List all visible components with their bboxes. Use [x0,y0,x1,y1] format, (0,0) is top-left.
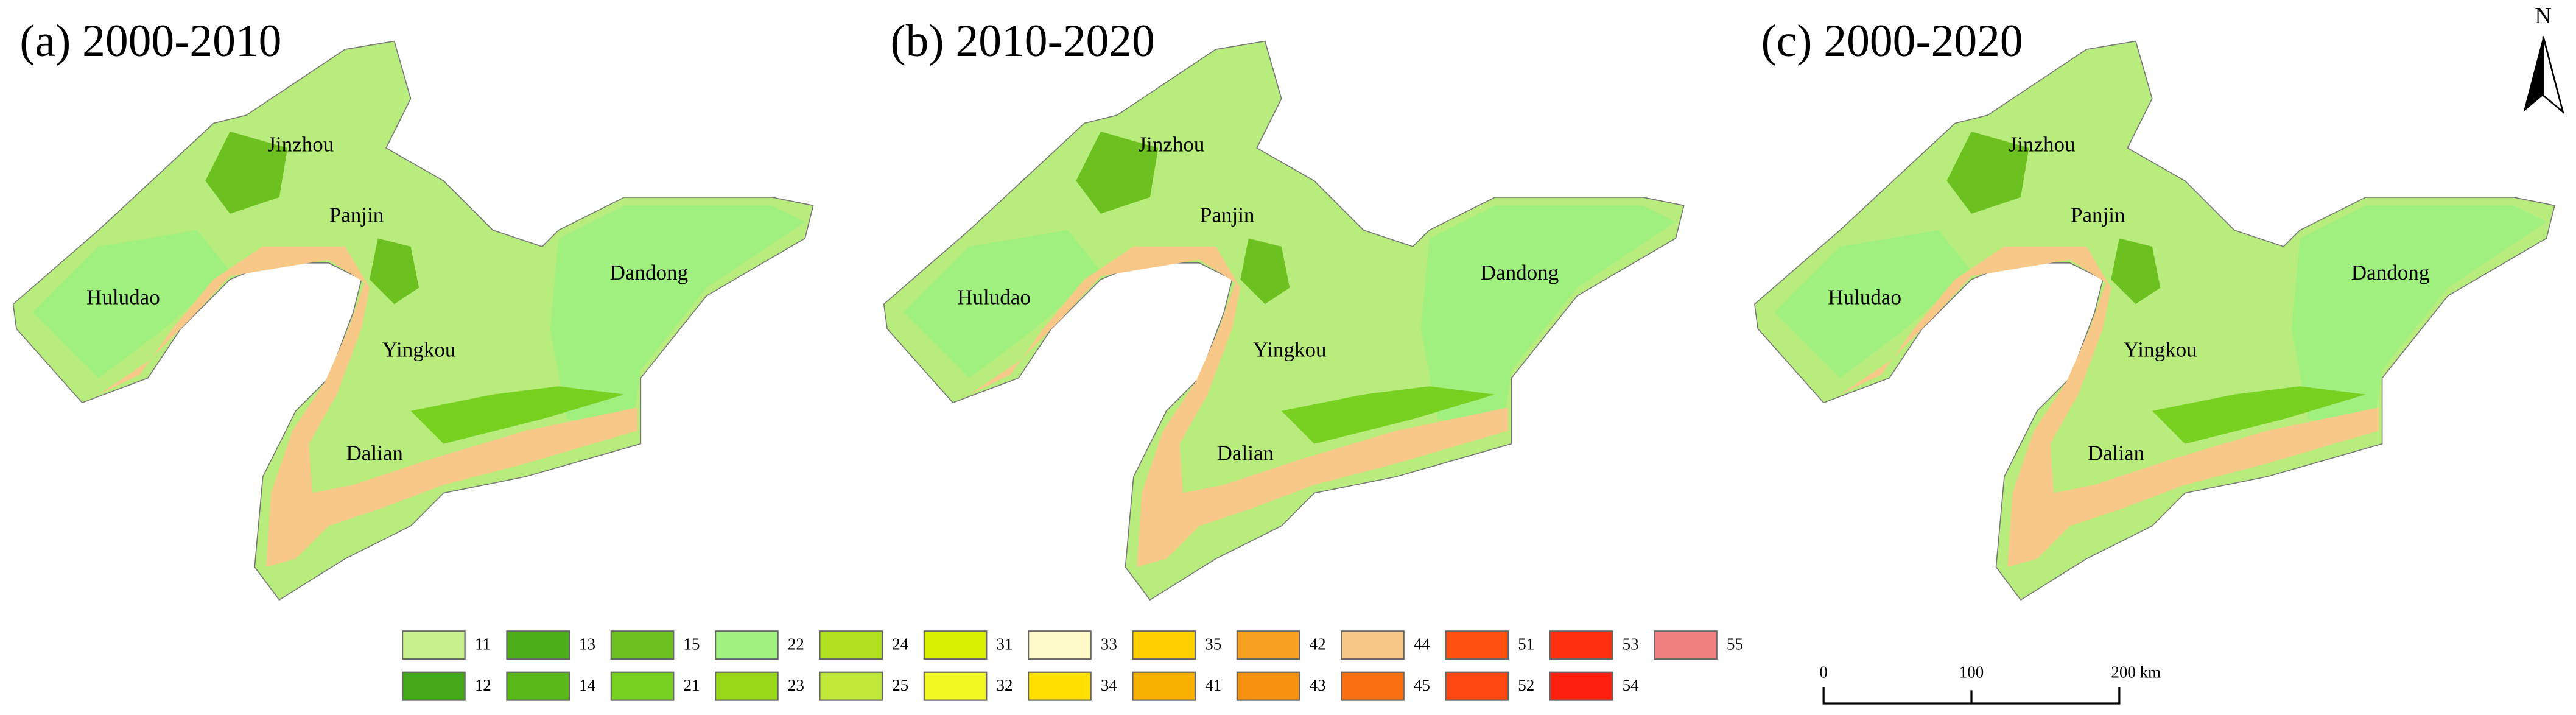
legend-swatch [923,671,988,701]
legend-swatch [610,671,675,701]
legend-swatch [819,630,883,660]
scale-label: 0 [1819,663,1827,682]
city-label: Yingkou [1253,338,1327,362]
north-arrow: N [2523,3,2564,114]
legend-swatch [1341,671,1405,701]
panel-title: (c) 2000-2020 [1761,16,2023,66]
city-label: Panjin [1200,203,1255,227]
legend-label: 42 [1310,635,1326,653]
scale-label: 200 km [2111,663,2161,682]
legend-swatch [1236,671,1300,701]
city-label: Huludao [86,285,160,309]
legend-swatch [715,630,779,660]
legend-label: 31 [997,635,1013,653]
panel-title: (b) 2010-2020 [891,16,1155,66]
legend-swatch [1028,671,1092,701]
city-label: Yingkou [2124,338,2197,362]
region-map [1753,40,2556,601]
legend-swatch [1549,630,1613,660]
legend-label: 12 [475,676,491,694]
legend-swatch [610,630,675,660]
city-label: Huludao [1828,285,1901,309]
legend-swatch [1445,630,1509,660]
legend-label: 51 [1518,635,1534,653]
scale-bar: 0 100 200 km [1819,663,2161,705]
legend-label: 54 [1623,676,1639,694]
city-label: Huludao [957,285,1031,309]
legend-swatch [923,630,988,660]
north-arrow-right [2542,36,2564,114]
map-panel: (b) 2010-2020 Jinzhou Panjin Huludao Dandong… [883,16,1685,601]
legend-label: 14 [579,676,595,694]
legend-label: 13 [579,635,595,653]
legend-swatch [1132,630,1196,660]
legend-swatch [819,671,883,701]
map-panel: (a) 2000-2010 Jinzhou Panjin Huludao Dandong… [12,16,815,601]
legend-swatch [715,671,779,701]
legend-label: 22 [788,635,804,653]
legend-label: 25 [892,676,908,694]
city-label: Dalian [346,442,402,465]
panel-title: (a) 2000-2010 [19,16,281,66]
legend-label: 53 [1623,635,1639,653]
scale-bar-line [1822,687,2121,705]
city-label: Panjin [2071,203,2125,227]
city-label: Dandong [2351,261,2430,284]
legend-swatch [1654,630,1718,660]
legend-swatch [506,671,570,701]
legend-swatch [1132,671,1196,701]
scale-label: 100 [1959,663,1984,682]
region-map [883,40,1685,601]
legend-label: 32 [997,676,1013,694]
legend-label: 52 [1518,676,1534,694]
city-label: Dandong [610,261,689,284]
legend-swatch [1341,630,1405,660]
legend-swatch [506,630,570,660]
legend-label: 35 [1205,635,1221,653]
city-label: Dandong [1481,261,1559,284]
legend-label: 41 [1205,676,1221,694]
city-label: Jinzhou [2009,132,2076,156]
legend-swatch [402,671,466,701]
legend-label: 43 [1310,676,1326,694]
legend-label: 15 [684,635,700,653]
legend-swatch [1028,630,1092,660]
legend-label: 11 [475,635,491,653]
legend-label: 33 [1101,635,1117,653]
legend-label: 24 [892,635,908,653]
city-label: Panjin [329,203,384,227]
city-label: Jinzhou [1138,132,1204,156]
city-label: Jinzhou [267,132,334,156]
city-label: Yingkou [382,338,456,362]
north-arrow-left [2523,36,2544,112]
legend-label: 45 [1414,676,1430,694]
north-label: N [2535,3,2551,29]
region-map [12,40,815,601]
legend-label: 44 [1414,635,1430,653]
legend-swatch [402,630,466,660]
map-panel: (c) 2000-2020 Jinzhou Panjin Huludao Dandong… [1753,16,2556,601]
legend-label: 21 [684,676,700,694]
city-label: Dalian [1217,442,1274,465]
legend-swatch [1236,630,1300,660]
legend-swatch [1445,671,1509,701]
city-label: Dalian [2088,442,2144,465]
legend-swatch [1549,671,1613,701]
legend-label: 23 [788,676,804,694]
legend-label: 55 [1727,635,1743,653]
legend-label: 34 [1101,676,1117,694]
